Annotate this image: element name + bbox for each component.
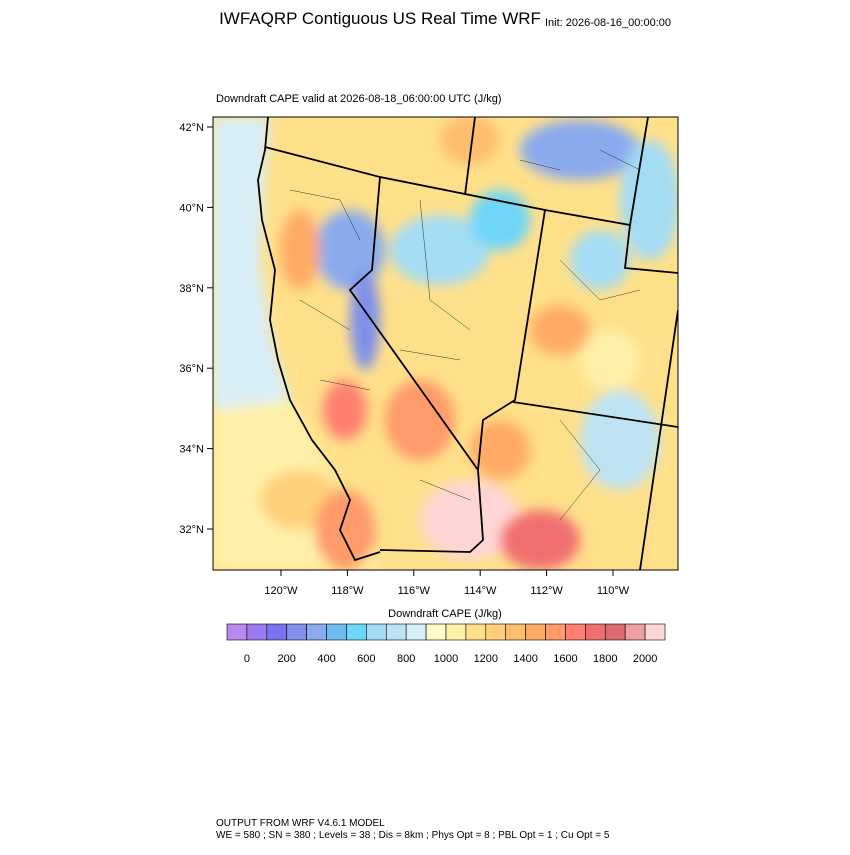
init-time: Init: 2026-08-16_00:00:00 xyxy=(545,17,671,29)
lon-label: 118°W xyxy=(331,585,364,597)
colorbar-box xyxy=(266,623,288,641)
lat-label: 42°N xyxy=(179,122,204,134)
colorbar-tick-label: 800 xyxy=(397,653,415,665)
colorbar-box xyxy=(405,623,427,641)
colorbar-box xyxy=(545,623,566,641)
lat-label: 32°N xyxy=(179,524,204,536)
lat-label: 36°N xyxy=(179,363,204,375)
map-frame xyxy=(212,116,679,571)
colorbar-box xyxy=(585,623,606,641)
colorbar-box xyxy=(525,623,546,641)
colorbar-box xyxy=(326,623,347,641)
colorbar-box xyxy=(366,623,387,641)
colorbar-box xyxy=(644,623,666,641)
subtitle: Downdraft CAPE valid at 2026-08-18_06:00… xyxy=(216,93,502,105)
map-field xyxy=(213,117,678,570)
colorbar-box xyxy=(565,623,586,641)
lat-label: 40°N xyxy=(179,202,204,214)
colorbar-box xyxy=(286,623,307,641)
colorbar-tick-label: 1600 xyxy=(553,653,577,665)
colorbar-tick-label: 1800 xyxy=(593,653,617,665)
colorbar-box xyxy=(226,623,248,641)
lat-label: 34°N xyxy=(179,444,204,456)
colorbar-box xyxy=(306,623,327,641)
lon-label: 116°W xyxy=(398,585,431,597)
colorbar-box xyxy=(505,623,526,641)
colorbar-title: Downdraft CAPE (J/kg) xyxy=(388,608,502,620)
colorbar-tick-label: 1400 xyxy=(513,653,537,665)
lon-label: 120°W xyxy=(264,585,298,597)
footer-line: OUTPUT FROM WRF V4.6.1 MODEL xyxy=(216,818,385,829)
colorbar-tick-label: 1200 xyxy=(474,653,498,665)
colorbar-tick-label: 600 xyxy=(357,653,375,665)
lon-axis: 120°W 118°W 116°W 114°W 112°W 110°W xyxy=(264,570,630,597)
colorbar-box xyxy=(346,623,367,641)
colorbar-box xyxy=(246,623,268,641)
title: IWFAQRP Contiguous US Real Time WRF xyxy=(219,9,541,28)
lat-label: 38°N xyxy=(179,283,204,295)
colorbar-tick-label: 2000 xyxy=(633,653,657,665)
lat-axis: 42°N 40°N 38°N 36°N 34°N 32°N xyxy=(179,122,213,536)
colorbar-box xyxy=(425,623,447,641)
colorbar-box xyxy=(445,623,467,641)
colorbar-tick-label: 1000 xyxy=(434,653,458,665)
colorbar-tick-label: 400 xyxy=(317,653,335,665)
colorbar-box xyxy=(624,623,646,641)
lon-label: 112°W xyxy=(530,585,563,597)
colorbar-box xyxy=(385,623,407,641)
colorbar-tick-label: 0 xyxy=(244,653,250,665)
colorbar-box xyxy=(485,623,507,641)
lon-label: 114°W xyxy=(464,585,497,597)
colorbar-box xyxy=(465,623,487,641)
colorbar-box xyxy=(604,623,626,641)
footer-line: WE = 580 ; SN = 380 ; Levels = 38 ; Dis … xyxy=(216,830,610,841)
colorbar-tick-label: 200 xyxy=(278,653,296,665)
lon-label: 110°W xyxy=(597,585,630,597)
colorbar: 0 200 400 600 800 1000 1200 1400 1600 1800 2000 xyxy=(226,623,666,665)
